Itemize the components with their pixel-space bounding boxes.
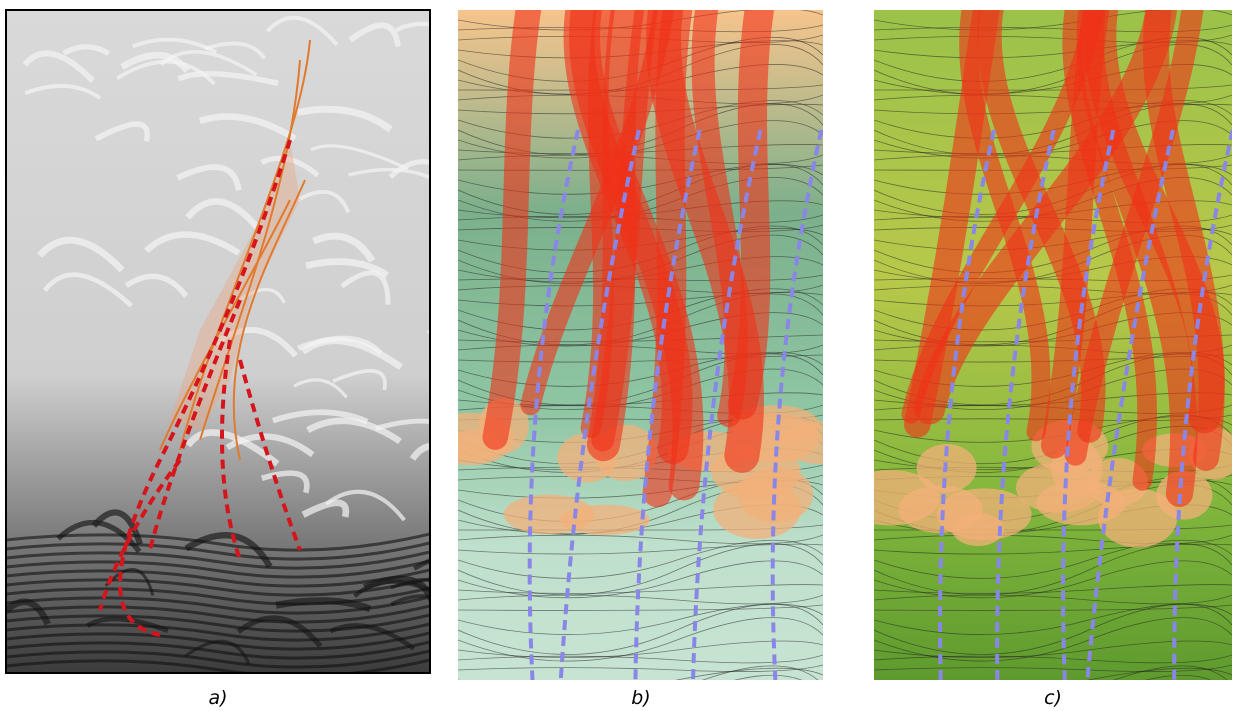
panel-c <box>841 9 1235 711</box>
figure: a) b) c) <box>0 0 1235 711</box>
panel-a <box>6 10 489 676</box>
orange-zone <box>841 470 940 525</box>
caption: b) <box>631 687 650 709</box>
caption: c) <box>1044 687 1062 709</box>
page: a) b) c) (() => { const data = JSON.pars… <box>0 0 1235 711</box>
caption: a) <box>208 687 227 709</box>
orange-zone <box>504 495 595 535</box>
panel-b <box>426 9 861 711</box>
red-streak <box>591 10 605 428</box>
